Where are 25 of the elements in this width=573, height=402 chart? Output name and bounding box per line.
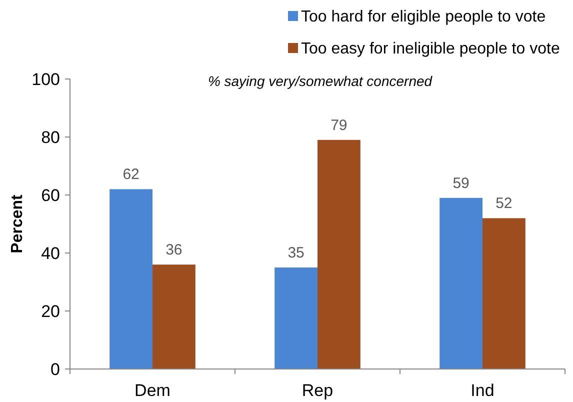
bar	[110, 189, 152, 369]
y-axis-title: Percent	[9, 194, 26, 254]
bar	[318, 140, 360, 369]
bar	[152, 264, 196, 369]
legend-label: Too easy for ineligible people to vote	[301, 40, 560, 58]
data-label: 52	[496, 195, 512, 212]
y-tick-label: 60	[41, 186, 60, 205]
x-tick-label: Rep	[302, 381, 334, 400]
bar	[482, 218, 526, 369]
bar	[440, 198, 482, 369]
legend-label: Too hard for eligible people to vote	[301, 8, 546, 26]
data-label: 59	[452, 174, 470, 192]
y-tick-label: 0	[50, 360, 60, 379]
y-tick-label: 40	[41, 244, 60, 263]
y-tick-label: 100	[32, 70, 60, 89]
chart-subtitle: % saying very/somewhat concerned	[208, 73, 434, 89]
x-tick-label: Dem	[134, 381, 170, 400]
y-tick-label: 20	[41, 302, 60, 321]
x-tick-label: Ind	[470, 381, 494, 400]
data-label: 62	[122, 166, 140, 184]
bar	[274, 268, 318, 369]
y-tick-label: 80	[41, 128, 60, 147]
data-label: 35	[288, 244, 304, 262]
data-label: 36	[166, 242, 182, 259]
data-label: 79	[330, 116, 348, 134]
